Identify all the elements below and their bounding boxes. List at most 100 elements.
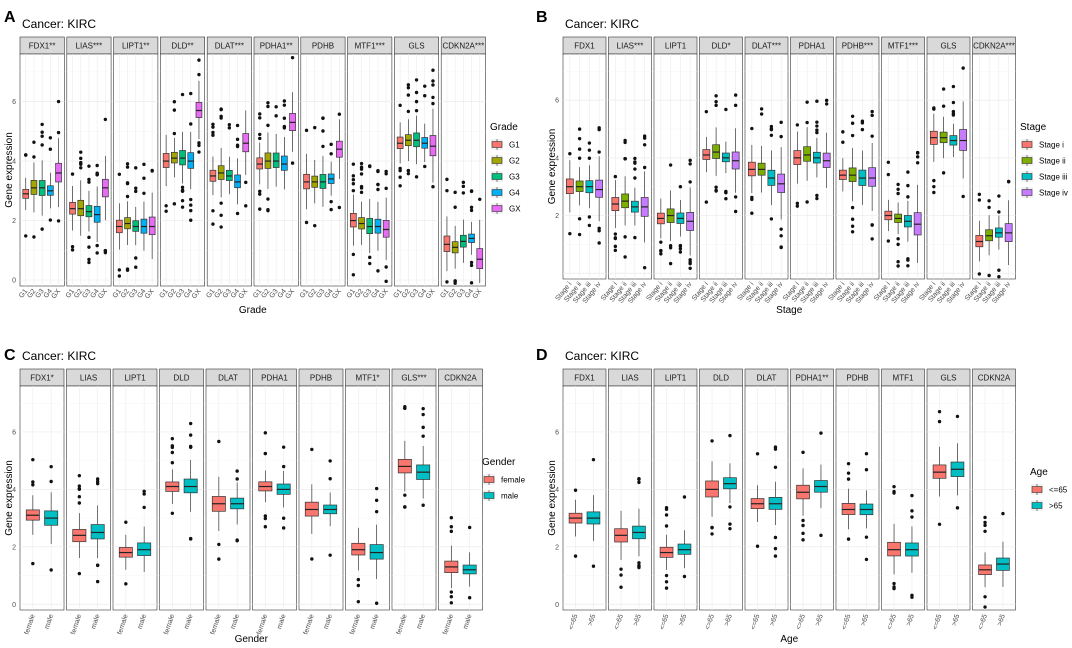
outlier-point	[180, 92, 185, 97]
outlier-point	[142, 492, 146, 496]
legend-entry: GX	[509, 205, 521, 214]
facet-panel	[972, 385, 1016, 611]
outlier-point	[815, 120, 819, 124]
outlier-point	[235, 144, 240, 149]
outlier-point	[70, 172, 75, 176]
y-axis-title: Gene expression	[547, 129, 558, 205]
x-tick-label: G1	[392, 288, 403, 300]
outlier-point	[40, 143, 44, 147]
outlier-point	[461, 184, 466, 189]
outlier-point	[258, 189, 262, 194]
outlier-point	[263, 525, 268, 529]
outlier-point	[850, 133, 855, 138]
panel-A: A Cancer: KIRC 0 2 4 6 Gene expression FDX1** G1…	[4, 9, 521, 316]
legend-entry: G1	[509, 141, 520, 150]
outlier-point	[682, 574, 687, 579]
outlier-point	[892, 484, 896, 489]
outlier-point	[733, 93, 738, 97]
outlier-point	[321, 144, 325, 149]
outlier-point	[896, 264, 900, 268]
x-tick-label: G3	[409, 288, 420, 300]
outlier-point	[337, 205, 342, 210]
legend-entry: >65	[1049, 502, 1063, 511]
panel-D: D Cancer: KIRC 0 2 4 6 Gene expression FDX1 <=65…	[536, 347, 1068, 645]
outlier-point	[773, 535, 778, 540]
facet-label: PDHB***	[842, 42, 874, 51]
outlier-point	[983, 523, 987, 528]
facet-panel	[881, 53, 925, 280]
x-tick-label: GX	[284, 288, 296, 301]
facet-label: DLAT***	[752, 42, 781, 51]
outlier-point	[724, 189, 728, 194]
box-male	[369, 544, 384, 560]
outlier-point	[573, 488, 578, 492]
legend: Age<=65 >65	[1030, 467, 1068, 511]
outlier-point	[351, 162, 356, 166]
outlier-point	[951, 84, 956, 89]
outlier-point	[1006, 180, 1011, 184]
outlier-point	[351, 178, 356, 182]
outlier-point	[49, 479, 53, 484]
x-axis-title: Grade	[239, 305, 267, 316]
outlier-point	[910, 515, 914, 519]
outlier-point	[587, 148, 592, 152]
panel-C: C Cancer: KIRC 0 2 4 6 Gene expression FDX1* fem…	[4, 347, 526, 645]
legend-key-female	[483, 476, 495, 483]
outlier-point	[664, 580, 669, 584]
outlier-point	[263, 516, 268, 521]
outlier-point	[886, 160, 891, 164]
outlier-point	[235, 137, 240, 142]
outlier-point	[77, 571, 82, 576]
facet-4: DLAT <=65 >65	[744, 368, 789, 631]
facet-6: PDHB <=65 >65	[835, 368, 880, 631]
outlier-point	[870, 237, 874, 241]
x-axis-title: Gender	[235, 634, 269, 645]
outlier-point	[376, 187, 380, 192]
outlier-point	[329, 199, 333, 204]
y-tick-label: 0	[12, 278, 16, 285]
outlier-point	[356, 577, 361, 582]
legend-entry: <=65	[1049, 486, 1068, 495]
outlier-point	[56, 219, 61, 223]
outlier-point	[290, 55, 295, 60]
outlier-point	[197, 150, 201, 154]
outlier-point	[368, 261, 372, 266]
outlier-point	[281, 464, 286, 469]
outlier-point	[117, 274, 122, 278]
x-tick-label: G2	[401, 288, 412, 300]
outlier-point	[95, 477, 100, 481]
x-tick-label: G3	[268, 288, 279, 300]
outlier-point	[819, 533, 823, 538]
outlier-point	[40, 122, 44, 127]
x-tick-label: >65	[951, 613, 961, 627]
legend-key-<=65	[1031, 486, 1043, 493]
x-tick-label: >65	[860, 613, 870, 627]
outlier-point	[755, 452, 760, 456]
outlier-point	[125, 165, 130, 169]
outlier-point	[977, 192, 982, 197]
outlier-point	[815, 99, 819, 103]
outlier-point	[211, 133, 215, 137]
outlier-point	[77, 473, 82, 478]
x-axis-title: Age	[780, 634, 798, 645]
outlier-point	[87, 260, 91, 265]
x-tick-label: female	[210, 613, 223, 635]
outlier-point	[24, 153, 28, 157]
outlier-point	[79, 166, 83, 170]
facet-panel	[252, 385, 297, 611]
outlier-point	[103, 117, 108, 122]
outlier-point	[406, 171, 411, 176]
outlier-point	[937, 419, 942, 424]
outlier-point	[449, 516, 454, 520]
facet-label: PDHB	[312, 42, 334, 51]
outlier-point	[32, 140, 36, 144]
outlier-point	[321, 116, 325, 120]
outlier-point	[398, 175, 402, 179]
outlier-point	[197, 72, 201, 77]
x-tick-label: G4	[183, 288, 194, 300]
outlier-point	[860, 127, 865, 132]
box-GX	[382, 220, 390, 238]
outlier-point	[850, 230, 855, 234]
